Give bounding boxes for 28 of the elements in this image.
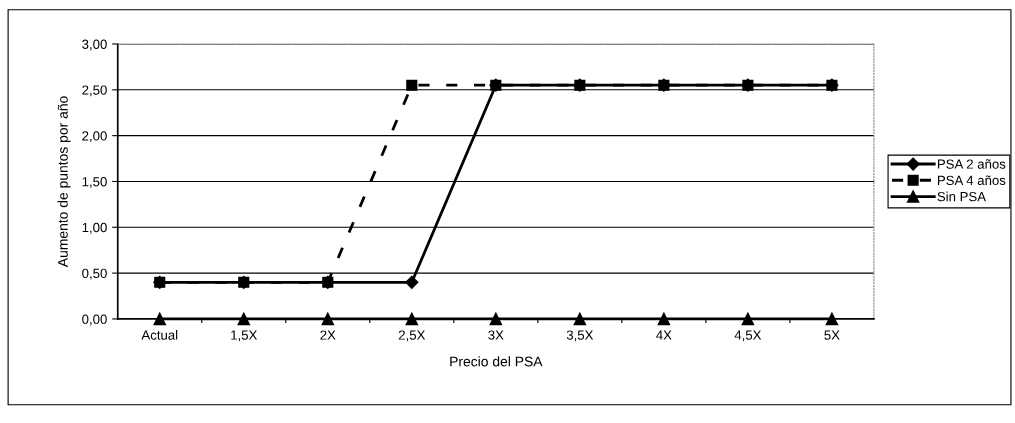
y-tick-label: 2,50 — [82, 85, 107, 97]
y-tick-label: 2,00 — [82, 131, 107, 143]
x-tick-label: 5X — [824, 330, 840, 340]
x-tick-label: 3X — [488, 330, 504, 340]
x-tick-label: 3,5X — [566, 330, 594, 342]
y-tick-label: 1,00 — [82, 222, 107, 234]
point — [405, 275, 419, 289]
x-tick-label: 1,5X — [231, 330, 258, 342]
point — [490, 79, 502, 91]
x-axis-title: Precio del PSA — [450, 356, 543, 367]
y-tick-label: 0,00 — [82, 314, 107, 326]
point — [658, 79, 670, 91]
x-tick-label: 4X — [656, 330, 672, 340]
point — [742, 79, 754, 91]
x-tick-label: 2X — [320, 330, 336, 340]
point — [406, 79, 418, 91]
point — [574, 79, 586, 91]
y-tick-label: 1,50 — [82, 177, 107, 188]
y-tick-label: 0,50 — [82, 268, 107, 280]
x-tick-label: Actual — [141, 330, 178, 340]
y-axis-title: Aumento de puntos por año — [57, 96, 71, 268]
x-tick-label: 2,5X — [398, 330, 426, 342]
y-tick-label: 3,00 — [82, 39, 107, 51]
legend-label: Sin PSA — [937, 191, 986, 202]
legend-label: PSA 2 años — [937, 159, 1006, 169]
x-tick-label: 4,5X — [734, 330, 762, 342]
legend-label: PSA 4 años — [937, 175, 1006, 186]
point — [826, 79, 838, 91]
